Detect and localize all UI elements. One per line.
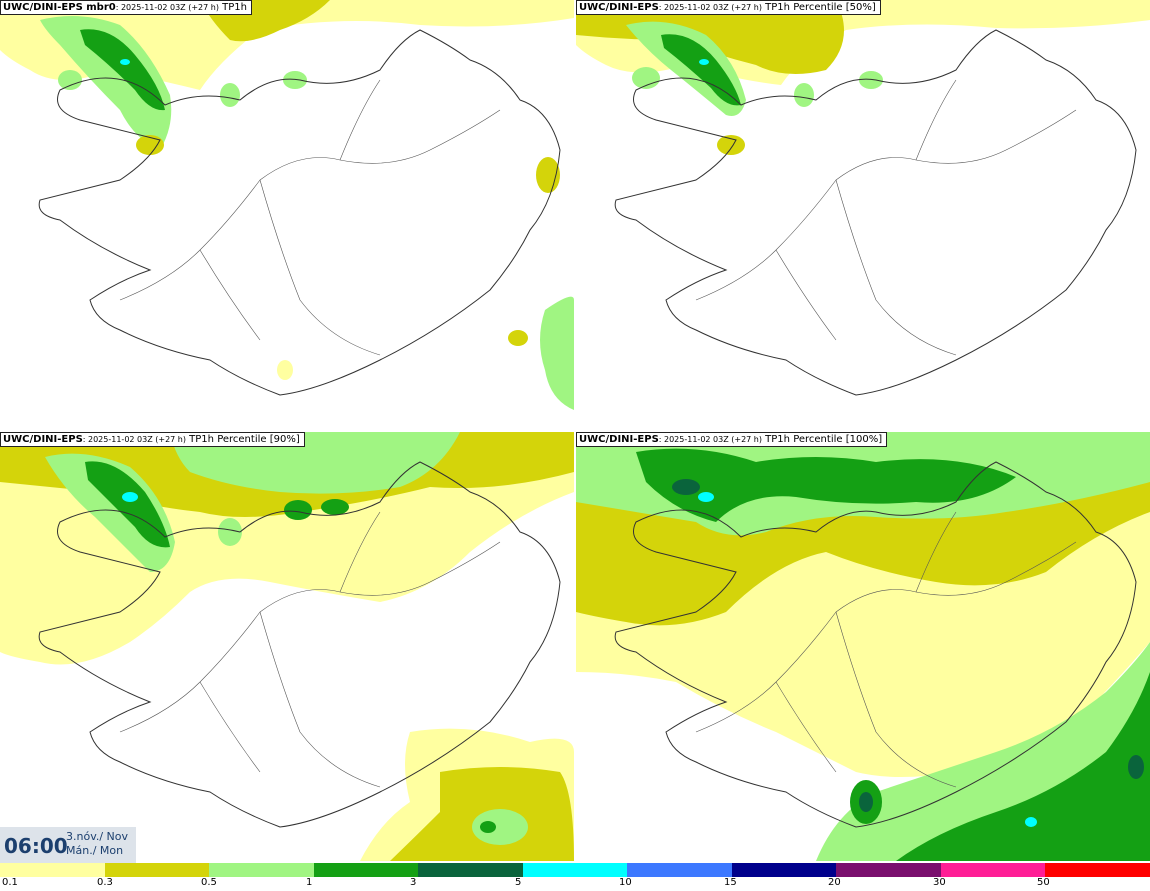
coastline [38,461,561,828]
color-scale-tick-label: 20 [828,877,841,888]
color-scale-segment [836,863,941,877]
precip-area [136,135,164,155]
panel-title: UWC/DINI-EPS: 2025-11-02 03Z (+27 h) TP1… [0,432,305,447]
color-scale-tick-label: 0.3 [97,877,113,888]
date-line-1: 3.nóv./ Nov [66,830,129,843]
run-info: : 2025-11-02 03Z (+27 h) [658,3,762,12]
map-panel-p50: UWC/DINI-EPS: 2025-11-02 03Z (+27 h) TP1… [576,0,1150,429]
coastline [614,29,1137,396]
road-network [119,511,501,788]
color-scale-tick-label: 30 [933,877,946,888]
precip-area [277,360,293,380]
precip-area [698,492,714,502]
precip-area [699,59,709,65]
precip-area [58,70,82,90]
color-scale-segment [0,863,105,877]
valid-time: 06:00 [4,834,68,858]
color-scale-ticks: 0.1 0.3 0.5 1 3 5 10 15 20 30 50 [0,877,1150,891]
precip-area [85,461,170,548]
precip-area [672,479,700,495]
road-network [119,79,501,356]
valid-date: 3.nóv./ Nov Mán./ Mon [66,830,128,858]
panel-title: UWC/DINI-EPS: 2025-11-02 03Z (+27 h) TP1… [576,0,881,15]
color-scale-segment [418,863,523,877]
precip-area [859,792,873,812]
model-name: UWC/DINI-EPS [579,434,659,445]
run-info: : 2025-11-02 03Z (+27 h) [658,435,762,444]
precip-area [717,135,745,155]
color-scale-tick-label: 1 [306,877,313,888]
valid-time-box: 06:00 3.nóv./ Nov Mán./ Mon [0,827,136,863]
precip-area [218,518,242,546]
color-scale-segment [313,863,419,877]
color-scale-segment [522,863,628,877]
color-scale-tick-label: 10 [619,877,632,888]
map-panel-mbr0: UWC/DINI-EPS mbr0: 2025-11-02 03Z (+27 h… [0,0,574,429]
precip-area [472,809,528,845]
precip-area [636,448,1016,522]
precip-area [540,296,574,410]
color-scale-tick-label: 50 [1037,877,1050,888]
road-network [695,511,1077,788]
precip-map-mbr0 [0,0,574,410]
run-info: : 2025-11-02 03Z (+27 h) [82,435,186,444]
field-name: TP1h Percentile [100%] [765,434,883,445]
color-scale-tick-label: 15 [724,877,737,888]
precip-area [40,16,172,150]
precip-area [480,821,496,833]
precip-area [122,492,138,502]
color-scale-tick-label: 0.5 [201,877,217,888]
date-line-2: Mán./ Mon [66,844,124,857]
precip-area [576,0,844,74]
road-network [695,79,1077,356]
precip-area [284,500,312,520]
color-scale-segment [940,863,1046,877]
coastline [38,29,561,396]
precip-area [794,83,814,107]
precip-area [80,29,165,111]
precip-area [508,330,528,346]
precip-area [45,453,175,572]
color-scale-segment [731,863,837,877]
model-name: UWC/DINI-EPS [579,2,659,13]
field-name: TP1h Percentile [90%] [189,434,300,445]
precip-map-p50 [576,0,1150,396]
model-name: UWC/DINI-EPS [3,434,83,445]
precip-area [896,672,1150,861]
precip-map-p100 [576,432,1150,861]
panel-title: UWC/DINI-EPS: 2025-11-02 03Z (+27 h) TP1… [576,432,888,447]
color-scale-segment [1045,863,1150,877]
map-panel-p90: UWC/DINI-EPS: 2025-11-02 03Z (+27 h) TP1… [0,432,574,861]
precip-map-p90 [0,432,574,861]
field-name: TP1h [222,2,247,13]
color-scale-tick-label: 0.1 [2,877,18,888]
color-scale-bar [0,863,1150,877]
run-info: : 2025-11-02 03Z (+27 h) [115,3,219,12]
color-scale-tick-label: 3 [410,877,417,888]
coastline [614,461,1137,828]
model-name: UWC/DINI-EPS mbr0 [3,2,116,13]
precip-area [220,83,240,107]
panel-title: UWC/DINI-EPS mbr0: 2025-11-02 03Z (+27 h… [0,0,252,15]
precip-area [321,499,349,515]
precip-area [283,71,307,89]
precip-area [632,67,660,89]
precip-area [661,34,741,106]
precip-area [120,59,130,65]
precip-area [1128,755,1144,779]
precip-area [1025,817,1037,827]
precip-area [859,71,883,89]
color-scale-segment [627,863,732,877]
precip-area [170,432,460,494]
field-name: TP1h Percentile [50%] [765,2,876,13]
color-scale-tick-label: 5 [515,877,522,888]
map-panel-p100: UWC/DINI-EPS: 2025-11-02 03Z (+27 h) TP1… [576,432,1150,861]
color-scale-segment [209,863,314,877]
color-scale-segment [104,863,210,877]
